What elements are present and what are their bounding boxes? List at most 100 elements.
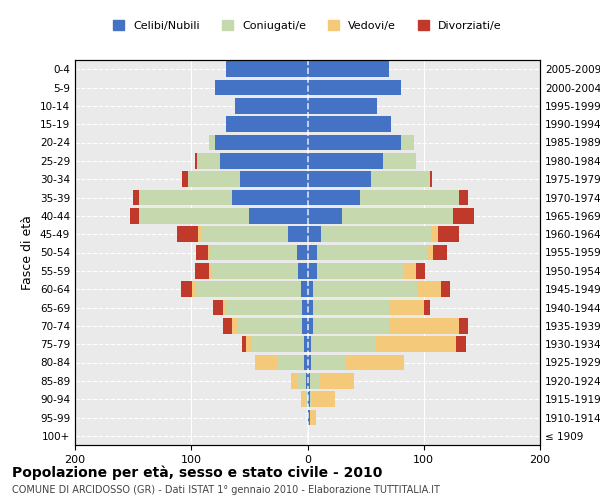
Bar [209, 263, 211, 278]
Bar [182, 172, 188, 187]
Bar [308, 80, 401, 96]
Bar [238, 318, 302, 334]
Bar [211, 263, 298, 278]
Bar [308, 190, 360, 206]
Bar [346, 354, 404, 370]
Bar [130, 208, 139, 224]
Bar [291, 373, 297, 388]
Bar [252, 336, 304, 352]
Bar [433, 244, 447, 260]
Bar [383, 153, 416, 168]
Bar [215, 134, 308, 150]
Bar [223, 300, 226, 316]
Bar [311, 336, 375, 352]
Bar [401, 134, 415, 150]
Bar [240, 172, 308, 187]
Bar [430, 172, 432, 187]
Bar [235, 98, 308, 114]
Bar [302, 300, 308, 316]
Bar [371, 172, 430, 187]
Bar [308, 354, 311, 370]
Bar [198, 226, 200, 242]
Bar [305, 392, 308, 407]
Bar [360, 190, 458, 206]
Bar [308, 300, 313, 316]
Y-axis label: Fasce di età: Fasce di età [22, 215, 34, 290]
Bar [304, 354, 308, 370]
Bar [317, 263, 404, 278]
Bar [133, 190, 139, 206]
Bar [441, 282, 451, 297]
Bar [438, 226, 458, 242]
Bar [308, 153, 383, 168]
Bar [196, 244, 208, 260]
Bar [308, 244, 317, 260]
Bar [317, 244, 427, 260]
Bar [278, 354, 304, 370]
Bar [313, 282, 418, 297]
Bar [242, 336, 246, 352]
Bar [223, 318, 232, 334]
Text: Popolazione per età, sesso e stato civile - 2010: Popolazione per età, sesso e stato civil… [12, 465, 382, 479]
Bar [308, 318, 313, 334]
Bar [389, 300, 424, 316]
Bar [375, 336, 457, 352]
Bar [197, 153, 220, 168]
Bar [301, 392, 305, 407]
Bar [302, 318, 308, 334]
Bar [308, 410, 310, 426]
Bar [297, 244, 308, 260]
Bar [308, 98, 377, 114]
Bar [200, 226, 288, 242]
Bar [193, 282, 196, 297]
Bar [178, 226, 198, 242]
Bar [453, 208, 474, 224]
Bar [416, 263, 425, 278]
Bar [313, 300, 389, 316]
Bar [308, 336, 311, 352]
Bar [308, 392, 310, 407]
Bar [214, 300, 223, 316]
Bar [215, 80, 308, 96]
Bar [312, 392, 335, 407]
Bar [308, 172, 371, 187]
Bar [208, 244, 210, 260]
Bar [232, 318, 238, 334]
Legend: Celibi/Nubili, Coniugati/e, Vedovi/e, Divorziati/e: Celibi/Nubili, Coniugati/e, Vedovi/e, Di… [109, 16, 506, 35]
Bar [209, 134, 215, 150]
Bar [458, 318, 468, 334]
Bar [226, 116, 308, 132]
Bar [310, 392, 312, 407]
Bar [310, 373, 319, 388]
Bar [457, 336, 466, 352]
Bar [301, 282, 308, 297]
Bar [343, 208, 453, 224]
Bar [432, 226, 438, 242]
Bar [311, 354, 346, 370]
Bar [226, 300, 302, 316]
Bar [210, 244, 297, 260]
Bar [226, 62, 308, 77]
Bar [195, 153, 197, 168]
Bar [308, 282, 313, 297]
Bar [308, 208, 343, 224]
Bar [307, 373, 308, 388]
Bar [308, 116, 391, 132]
Bar [389, 318, 458, 334]
Bar [308, 62, 389, 77]
Bar [139, 208, 250, 224]
Bar [196, 282, 301, 297]
Bar [220, 153, 308, 168]
Bar [313, 318, 389, 334]
Bar [195, 263, 209, 278]
Bar [298, 263, 308, 278]
Bar [322, 226, 432, 242]
Bar [188, 172, 240, 187]
Bar [297, 373, 307, 388]
Bar [232, 190, 308, 206]
Bar [404, 263, 416, 278]
Bar [250, 208, 308, 224]
Bar [308, 134, 401, 150]
Bar [304, 336, 308, 352]
Bar [418, 282, 441, 297]
